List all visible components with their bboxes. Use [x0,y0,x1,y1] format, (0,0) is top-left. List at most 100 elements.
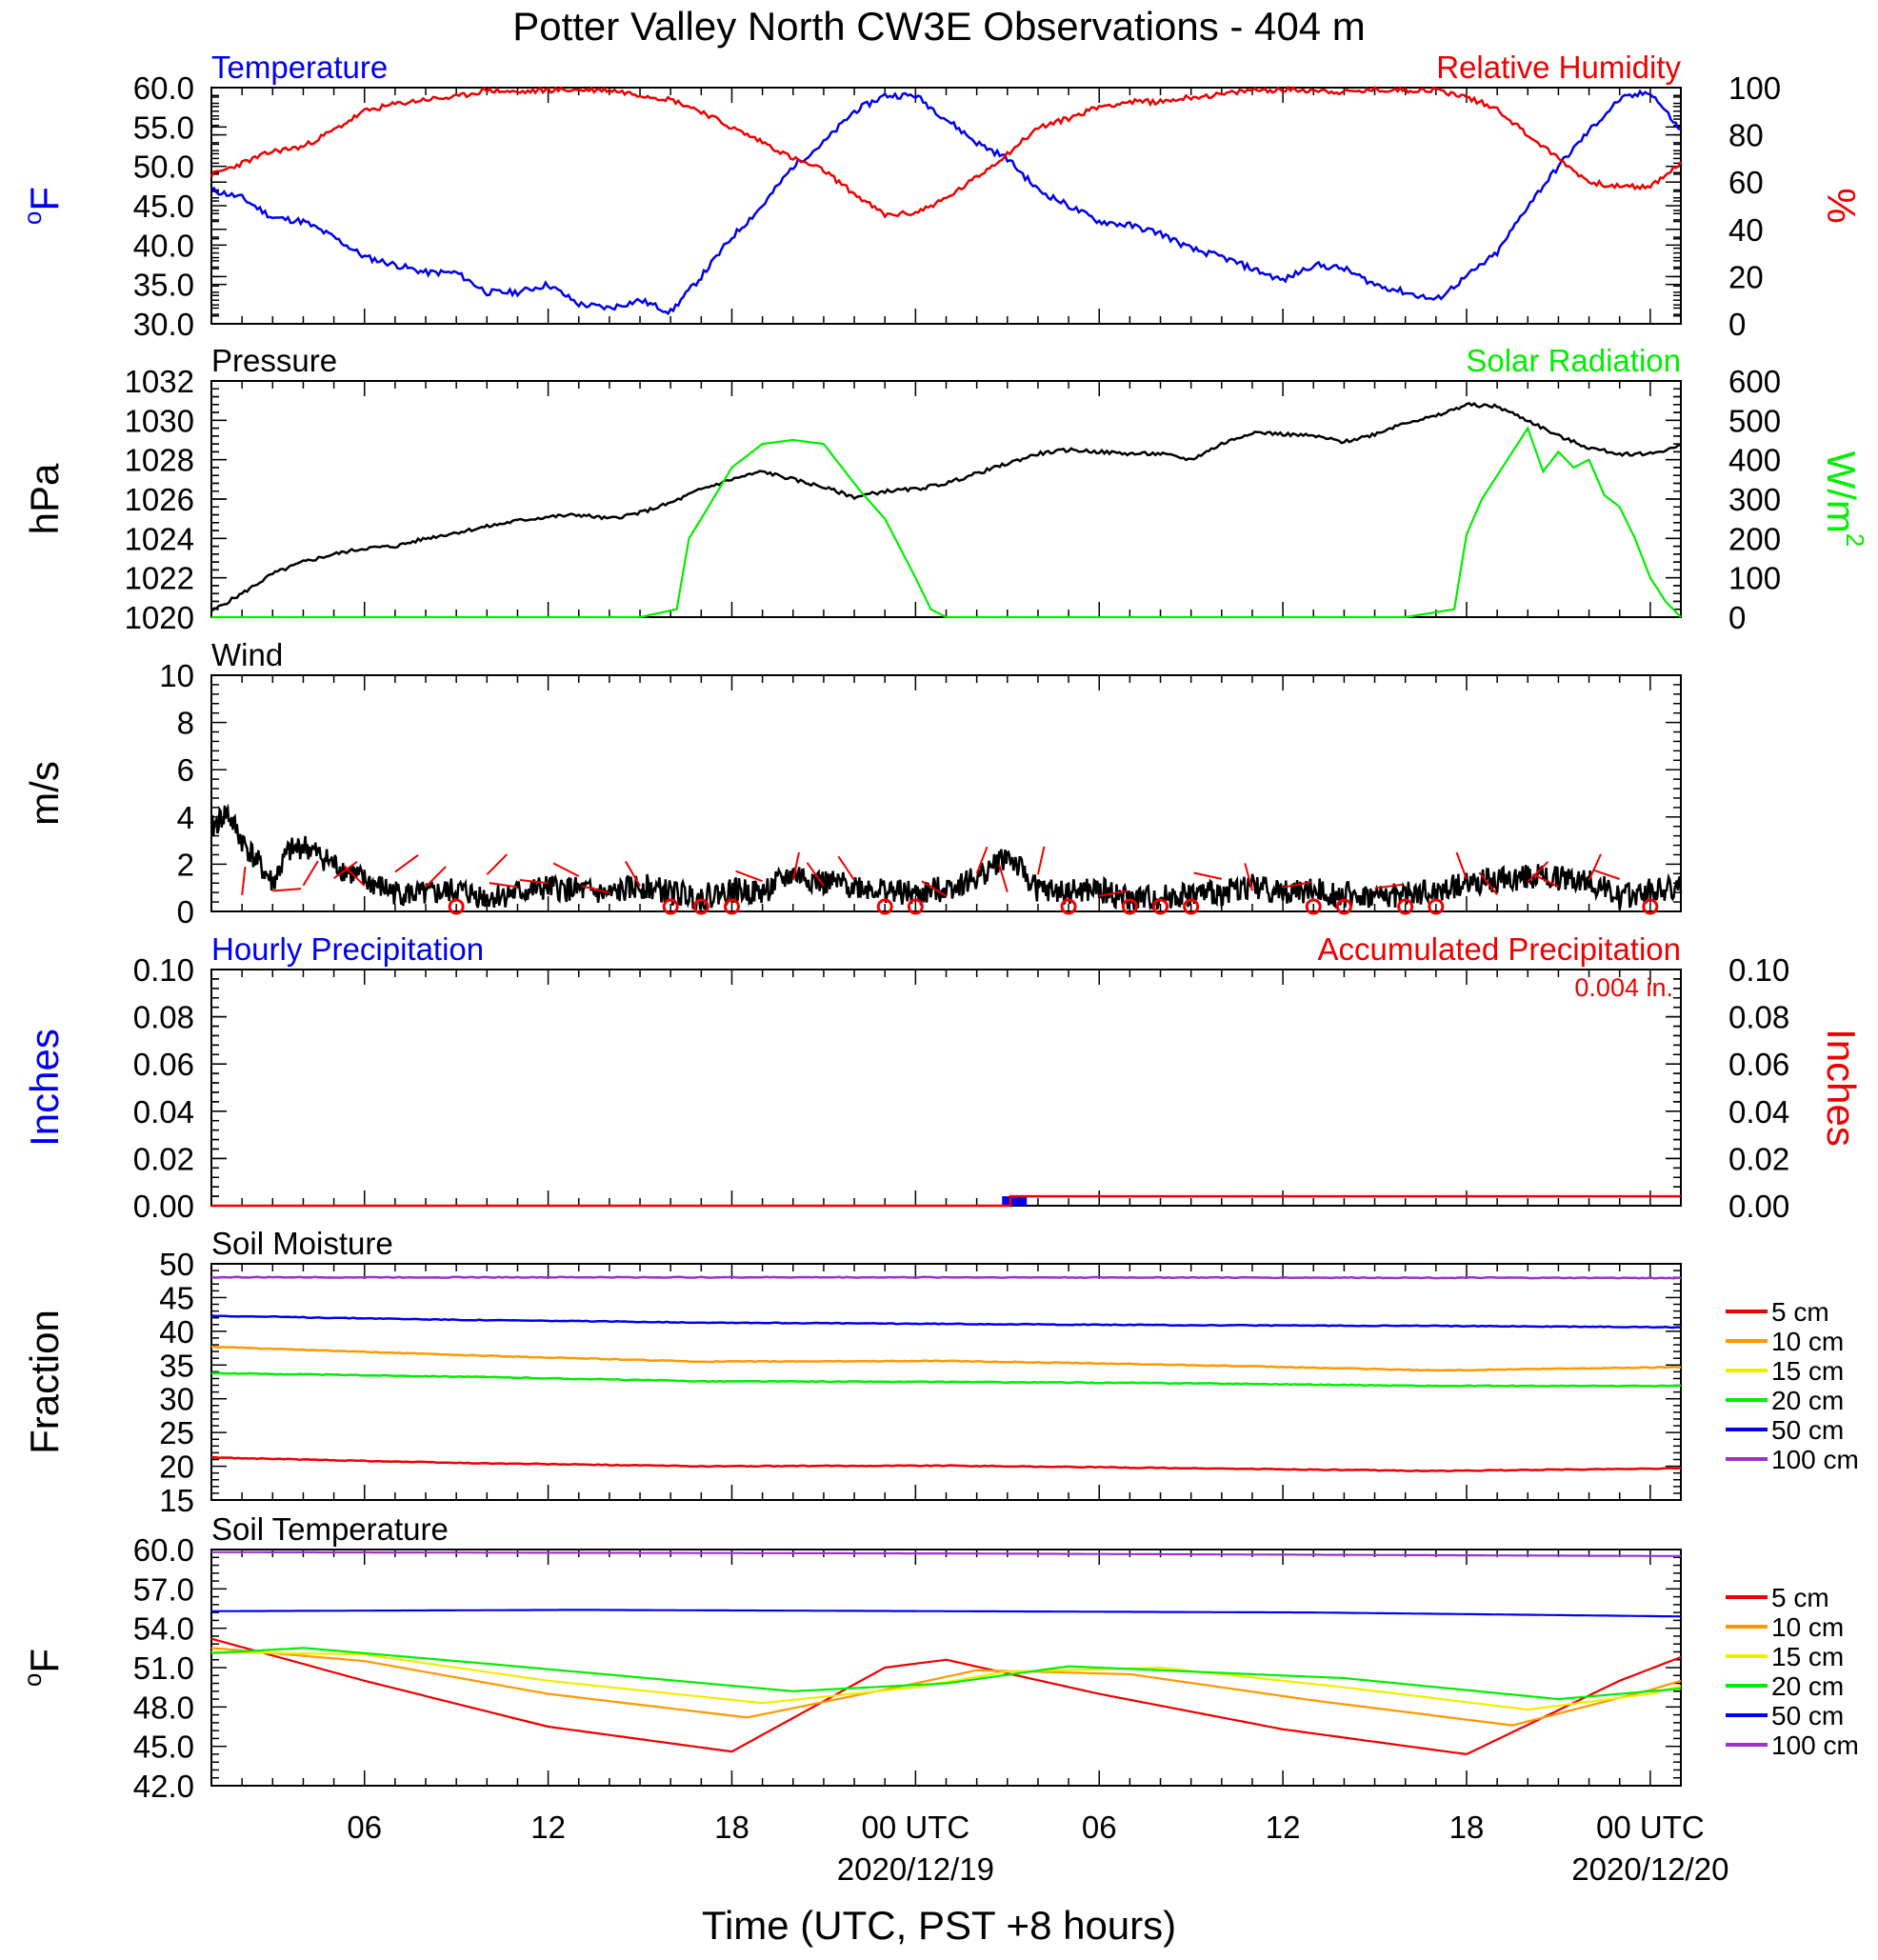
precip-left-title: Hourly Precipitation [211,931,484,967]
wind-barb [302,860,319,887]
wind-left-tick-label: 4 [177,800,194,835]
soil_temp-series-100-cm [211,1550,1681,1557]
pressure_solar-right-title: Solar Radiation [1466,343,1681,378]
temp_rh-right-title: Relative Humidity [1436,50,1681,85]
precip-left-tick-label: 0.00 [133,1189,194,1224]
pressure_solar-series-pressure [210,401,1681,612]
precip-right-tick-label: 0.04 [1728,1094,1789,1130]
pressure_solar-left-tick-label: 1032 [125,364,194,399]
soil_moisture-left-tick-label: 20 [159,1450,194,1485]
soil_moisture-series-50-cm [210,1314,1682,1330]
wind-left-tick-label: 2 [177,847,194,882]
temp_rh-right-tick-label: 40 [1728,212,1764,248]
x-tick-label: 06 [347,1810,382,1845]
soil_temp-left-tick-label: 48.0 [133,1690,194,1725]
precip-left-tick-label: 0.08 [133,1000,194,1035]
wind-barb [735,870,763,883]
pressure_solar-left-ylabel: hPa [22,463,67,534]
pressure_solar-right-tick-label: 400 [1728,443,1781,478]
precip-right-tick-label: 0.00 [1728,1189,1789,1224]
calm-wind-marker [876,898,893,915]
wind-barb [998,864,1009,892]
wind-left-title: Wind [211,637,283,672]
wind-barb [486,853,509,875]
soil_temp-series-20-cm [210,1647,1682,1701]
wind-barb [791,851,800,881]
calm-wind-marker [448,898,465,915]
soil_temp-legend-label: 5 cm [1771,1583,1829,1612]
wind-barb [1591,869,1621,880]
x-axis-label: Time (UTC, PST +8 hours) [702,1903,1176,1948]
precip-right-ylabel: Inches [1819,1029,1864,1147]
wind-barb [975,846,989,874]
temp_rh-right-tick-label: 80 [1728,118,1764,153]
calm-wind-marker [662,898,679,915]
precip-left-ylabel: Inches [22,1029,67,1147]
wind-barb [1036,846,1046,875]
soil_moisture-left-title: Soil Moisture [211,1226,393,1261]
x-tick-label: 18 [1449,1810,1485,1845]
precip-left-tick-label: 0.02 [133,1141,194,1176]
soil_moisture-series-20-cm [210,1371,1682,1388]
soil_temp-series-10-cm [210,1647,1682,1727]
soil_moisture-series-5-cm [210,1455,1682,1472]
calm-wind-marker [1335,898,1352,915]
soil_temp-left-tick-label: 51.0 [133,1650,194,1686]
soil_moisture-left-tick-label: 35 [159,1348,194,1383]
soil_temp-legend-label: 10 cm [1771,1612,1844,1642]
pressure_solar-left-tick-label: 1026 [125,482,194,517]
temp_rh-left-tick-label: 30.0 [133,307,194,342]
precip-right-tick-label: 0.10 [1728,952,1789,988]
wind-barb [806,862,825,887]
wind-left-tick-label: 6 [177,752,194,788]
soil_temp-left-tick-label: 42.0 [133,1769,194,1804]
calm-wind-marker [692,898,709,915]
soil_temp-frame [210,1549,1682,1787]
wind-barb [333,861,358,880]
wind-barb [1531,873,1559,888]
temp_rh-right-tick-label: 20 [1728,259,1764,294]
wind-barb [489,882,518,889]
precip-right-tick-label: 0.02 [1728,1141,1789,1176]
temp_rh-left-title: Temperature [211,50,388,85]
calm-wind-marker [1152,898,1169,915]
calm-wind-marker [1183,898,1200,915]
soil_moisture-left-tick-label: 15 [159,1483,194,1518]
wind-barb [425,866,447,888]
wind-barb [581,885,610,894]
temp_rh-left-ylabel: oF [18,187,67,225]
calm-wind-marker [1428,898,1445,915]
soil_temp-legend-label: 100 cm [1771,1730,1859,1760]
soil_moisture-series-10-cm [210,1345,1682,1372]
soil_temp-left-ylabel: oF [18,1649,67,1687]
temp_rh-frame [210,87,1682,325]
wind-left-ylabel: m/s [22,761,67,826]
wind-barb [837,855,855,881]
wind-barb [1374,883,1404,890]
wind-left-tick-label: 8 [177,706,194,741]
pressure_solar-left-title: Pressure [211,343,337,378]
wind-left-tick-label: 0 [177,894,194,930]
temp_rh-left-tick-label: 45.0 [133,189,194,224]
pressure_solar-left-tick-label: 1024 [125,521,194,556]
soil_moisture-legend-label: 5 cm [1771,1297,1829,1327]
wind-series-wind [210,803,1683,912]
figure-title: Potter Valley North CW3E Observations - … [512,4,1366,49]
soil_moisture-legend-label: 20 cm [1771,1386,1844,1415]
pressure_solar-left-tick-label: 1028 [125,443,194,478]
wind-barb [519,879,549,885]
wind-frame [210,674,1682,912]
pressure_solar-right-tick-label: 100 [1728,561,1781,596]
precip-panel: 0.00 0.02 0.04 0.06 0.08 0.10 0.00 0.02 0.04 0.06… [22,931,1864,1224]
soil_temp-left-title: Soil Temperature [211,1511,449,1547]
calm-wind-marker [1305,898,1322,915]
soil_temp-left-tick-label: 54.0 [133,1611,194,1647]
pressure_solar-panel: 1020 1022 1024 1026 1028 1030 1032 0 100 200 300 40… [22,343,1869,635]
soil_moisture-left-tick-label: 50 [159,1247,194,1282]
soil_temp-legend-label: 50 cm [1771,1701,1844,1730]
temp_rh-left-tick-label: 55.0 [133,110,194,145]
calm-wind-marker [1121,898,1138,915]
wind-panel: 0 2 4 6 8 10 Wind m/s [22,637,1683,930]
